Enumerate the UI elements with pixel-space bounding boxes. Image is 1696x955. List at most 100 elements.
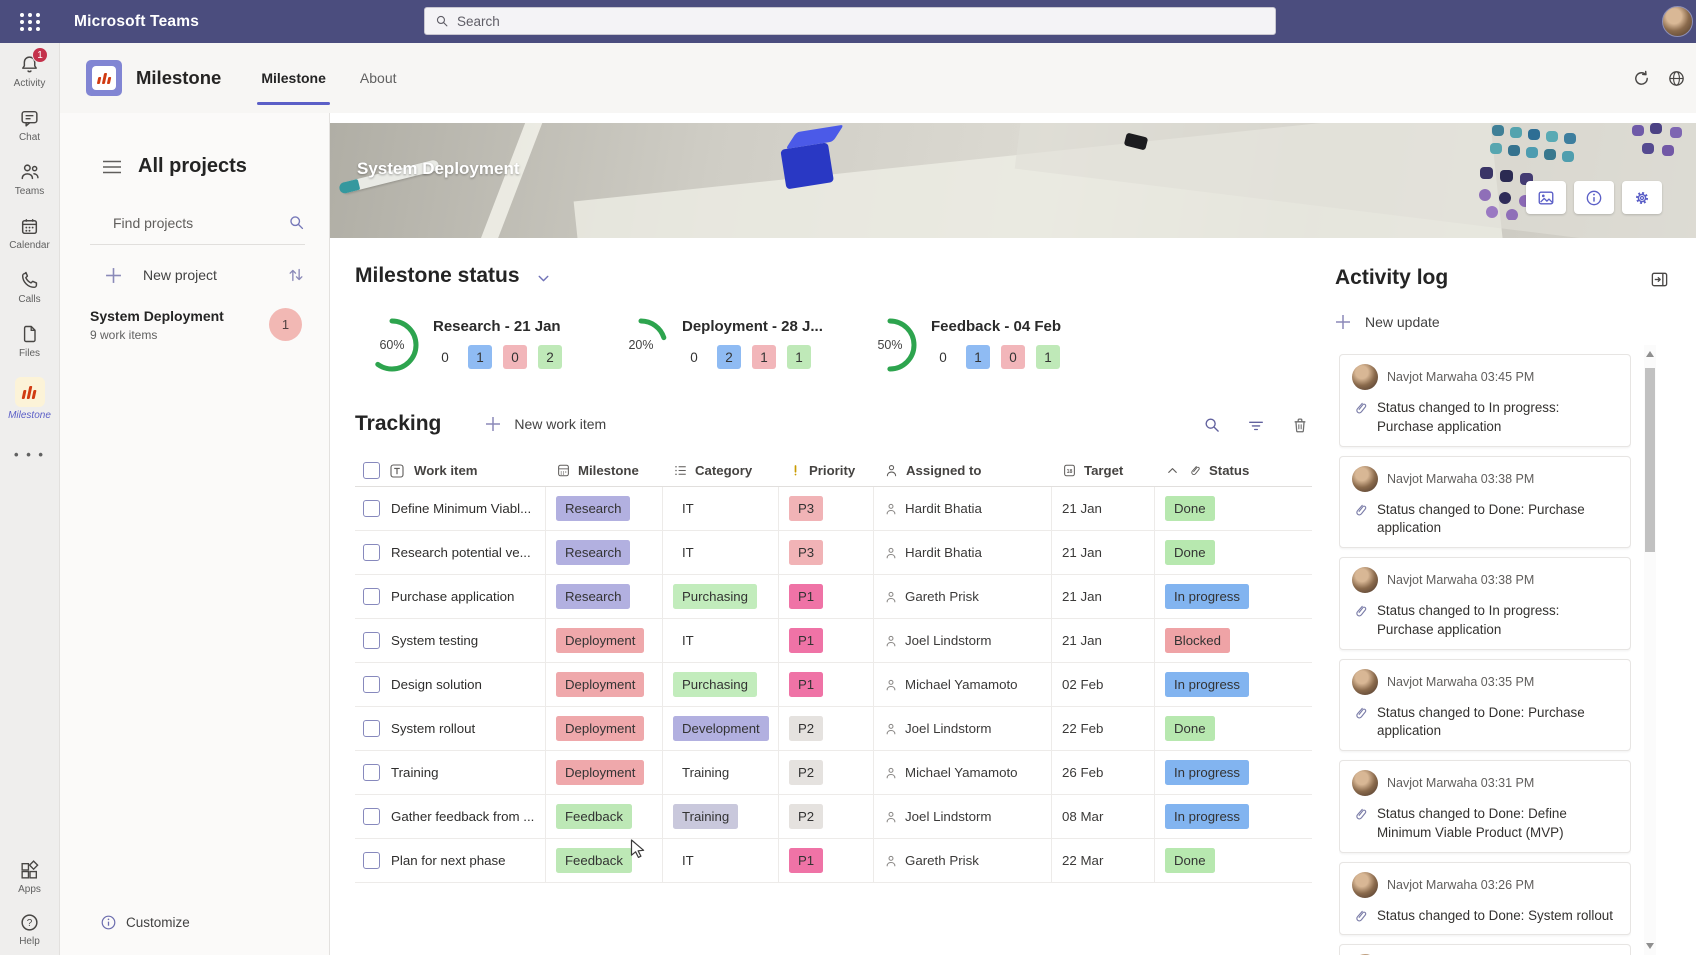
- work-item-label[interactable]: System testing: [391, 633, 479, 648]
- count-chip[interactable]: 1: [468, 345, 492, 369]
- activity-card[interactable]: Navjot Marwaha 03:31 PM Status changed to…: [1339, 760, 1631, 853]
- column-header-milestone[interactable]: Milestone: [546, 455, 663, 486]
- status-chip[interactable]: In progress: [1165, 759, 1249, 786]
- count-chip[interactable]: 2: [717, 345, 741, 369]
- work-item-label[interactable]: Define Minimum Viabl...: [391, 501, 532, 516]
- work-item-label[interactable]: Design solution: [391, 677, 482, 692]
- count-chip[interactable]: 0: [441, 349, 449, 365]
- category-chip[interactable]: IT: [682, 544, 694, 560]
- sidebar-item-calls[interactable]: Calls: [0, 269, 59, 305]
- category-chip[interactable]: IT: [682, 500, 694, 516]
- tab-about[interactable]: About: [359, 70, 397, 86]
- find-projects-input[interactable]: Find projects: [90, 214, 305, 245]
- count-chip[interactable]: 1: [752, 345, 776, 369]
- count-chip[interactable]: 1: [1036, 345, 1060, 369]
- trash-icon[interactable]: [1291, 416, 1309, 434]
- scrollbar[interactable]: [1644, 345, 1656, 955]
- search-icon[interactable]: [1203, 416, 1221, 434]
- work-item-label[interactable]: Research potential ve...: [391, 545, 531, 560]
- filter-icon[interactable]: [1247, 416, 1265, 434]
- activity-card[interactable]: Navjot Marwaha 03:45 PM Status changed to…: [1339, 354, 1631, 447]
- new-project-button[interactable]: New project: [143, 267, 217, 283]
- priority-chip[interactable]: P3: [789, 495, 824, 522]
- activity-card[interactable]: Navjot Marwaha 03:38 PM Status changed to…: [1339, 455, 1631, 549]
- apps-launcher-button[interactable]: [0, 0, 60, 43]
- avatar[interactable]: [1662, 6, 1693, 37]
- count-chip[interactable]: 1: [787, 345, 811, 369]
- scroll-up-arrow[interactable]: [1646, 351, 1654, 357]
- milestone-chip[interactable]: Research: [556, 495, 631, 522]
- table-row[interactable]: Research potential ve... Research IT P3 Hard…: [355, 531, 1312, 575]
- milestone-chip[interactable]: Deployment: [556, 671, 645, 698]
- status-chip[interactable]: In progress: [1165, 583, 1249, 610]
- globe-icon[interactable]: [1667, 69, 1686, 88]
- count-chip[interactable]: 0: [690, 349, 698, 365]
- sidebar-item-files[interactable]: Files: [0, 323, 59, 359]
- sidebar-item-milestone[interactable]: Milestone: [0, 377, 59, 421]
- chevron-down-icon[interactable]: [535, 270, 552, 287]
- customize-button[interactable]: Customize: [100, 914, 190, 931]
- row-checkbox[interactable]: [363, 500, 380, 517]
- priority-chip[interactable]: P1: [789, 847, 824, 874]
- sidebar-item-activity[interactable]: 1 Activity: [0, 47, 59, 89]
- table-row[interactable]: System rollout Deployment Development P2 Joe…: [355, 707, 1312, 751]
- milestone-chip[interactable]: Research: [556, 583, 631, 610]
- row-checkbox[interactable]: [363, 544, 380, 561]
- count-chip[interactable]: 0: [1001, 345, 1025, 369]
- column-header-status[interactable]: Status: [1155, 455, 1312, 486]
- table-row[interactable]: Purchase application Research Purchasing P1…: [355, 575, 1312, 619]
- scrollbar-thumb[interactable]: [1645, 368, 1655, 552]
- hamburger-icon[interactable]: [103, 160, 121, 174]
- column-header-category[interactable]: Category: [663, 455, 779, 486]
- refresh-icon[interactable]: [1632, 69, 1651, 88]
- project-list-item[interactable]: System Deployment 9 work items 1: [60, 308, 329, 342]
- column-header-assigned-to[interactable]: Assigned to: [874, 455, 1052, 486]
- status-chip[interactable]: Blocked: [1165, 627, 1230, 654]
- priority-chip[interactable]: P2: [789, 759, 824, 786]
- table-row[interactable]: Plan for next phase Feedback IT P1 Gareth Pr…: [355, 839, 1312, 883]
- new-work-item-button[interactable]: New work item: [485, 416, 606, 432]
- milestone-chip[interactable]: Feedback: [556, 803, 632, 830]
- info-button[interactable]: [1574, 181, 1614, 214]
- row-checkbox[interactable]: [363, 632, 380, 649]
- category-chip[interactable]: Purchasing: [673, 671, 757, 698]
- priority-chip[interactable]: P1: [789, 583, 824, 610]
- table-row[interactable]: System testing Deployment IT P1 Joel Lindsto…: [355, 619, 1312, 663]
- status-chip[interactable]: Done: [1165, 847, 1215, 874]
- row-checkbox[interactable]: [363, 852, 380, 869]
- status-chip[interactable]: In progress: [1165, 803, 1249, 830]
- category-chip[interactable]: IT: [682, 852, 694, 868]
- count-chip[interactable]: 1: [966, 345, 990, 369]
- table-row[interactable]: Design solution Deployment Purchasing P1 Mic…: [355, 663, 1312, 707]
- select-all-checkbox[interactable]: [363, 462, 380, 479]
- status-chip[interactable]: Done: [1165, 539, 1215, 566]
- sidebar-item-calendar[interactable]: Calendar: [0, 215, 59, 251]
- priority-chip[interactable]: P2: [789, 803, 824, 830]
- row-checkbox[interactable]: [363, 676, 380, 693]
- priority-chip[interactable]: P2: [789, 715, 824, 742]
- work-item-label[interactable]: System rollout: [391, 721, 476, 736]
- count-chip[interactable]: 0: [503, 345, 527, 369]
- milestone-chip[interactable]: Feedback: [556, 847, 632, 874]
- milestone-chip[interactable]: Deployment: [556, 759, 645, 786]
- row-checkbox[interactable]: [363, 588, 380, 605]
- category-chip[interactable]: Development: [673, 715, 769, 742]
- open-panel-icon[interactable]: [1650, 270, 1669, 289]
- row-checkbox[interactable]: [363, 808, 380, 825]
- milestone-chip[interactable]: Deployment: [556, 627, 645, 654]
- priority-chip[interactable]: P1: [789, 627, 824, 654]
- change-image-button[interactable]: [1526, 181, 1566, 214]
- work-item-label[interactable]: Plan for next phase: [391, 853, 506, 868]
- status-chip[interactable]: Done: [1165, 495, 1215, 522]
- status-chip[interactable]: In progress: [1165, 671, 1249, 698]
- table-row[interactable]: Gather feedback from ... Feedback Training…: [355, 795, 1312, 839]
- activity-card[interactable]: Navjot Marwaha 03:26 PM Status changed to…: [1339, 861, 1631, 936]
- sidebar-item-chat[interactable]: Chat: [0, 107, 59, 143]
- milestone-chip[interactable]: Deployment: [556, 715, 645, 742]
- search-input[interactable]: Search: [424, 7, 1276, 35]
- activity-card[interactable]: Navjot Marwaha 03:26 PM: [1339, 944, 1631, 955]
- count-chip[interactable]: 2: [538, 345, 562, 369]
- category-chip[interactable]: Training: [682, 764, 730, 780]
- sort-arrows-icon[interactable]: [287, 266, 305, 284]
- priority-chip[interactable]: P1: [789, 671, 824, 698]
